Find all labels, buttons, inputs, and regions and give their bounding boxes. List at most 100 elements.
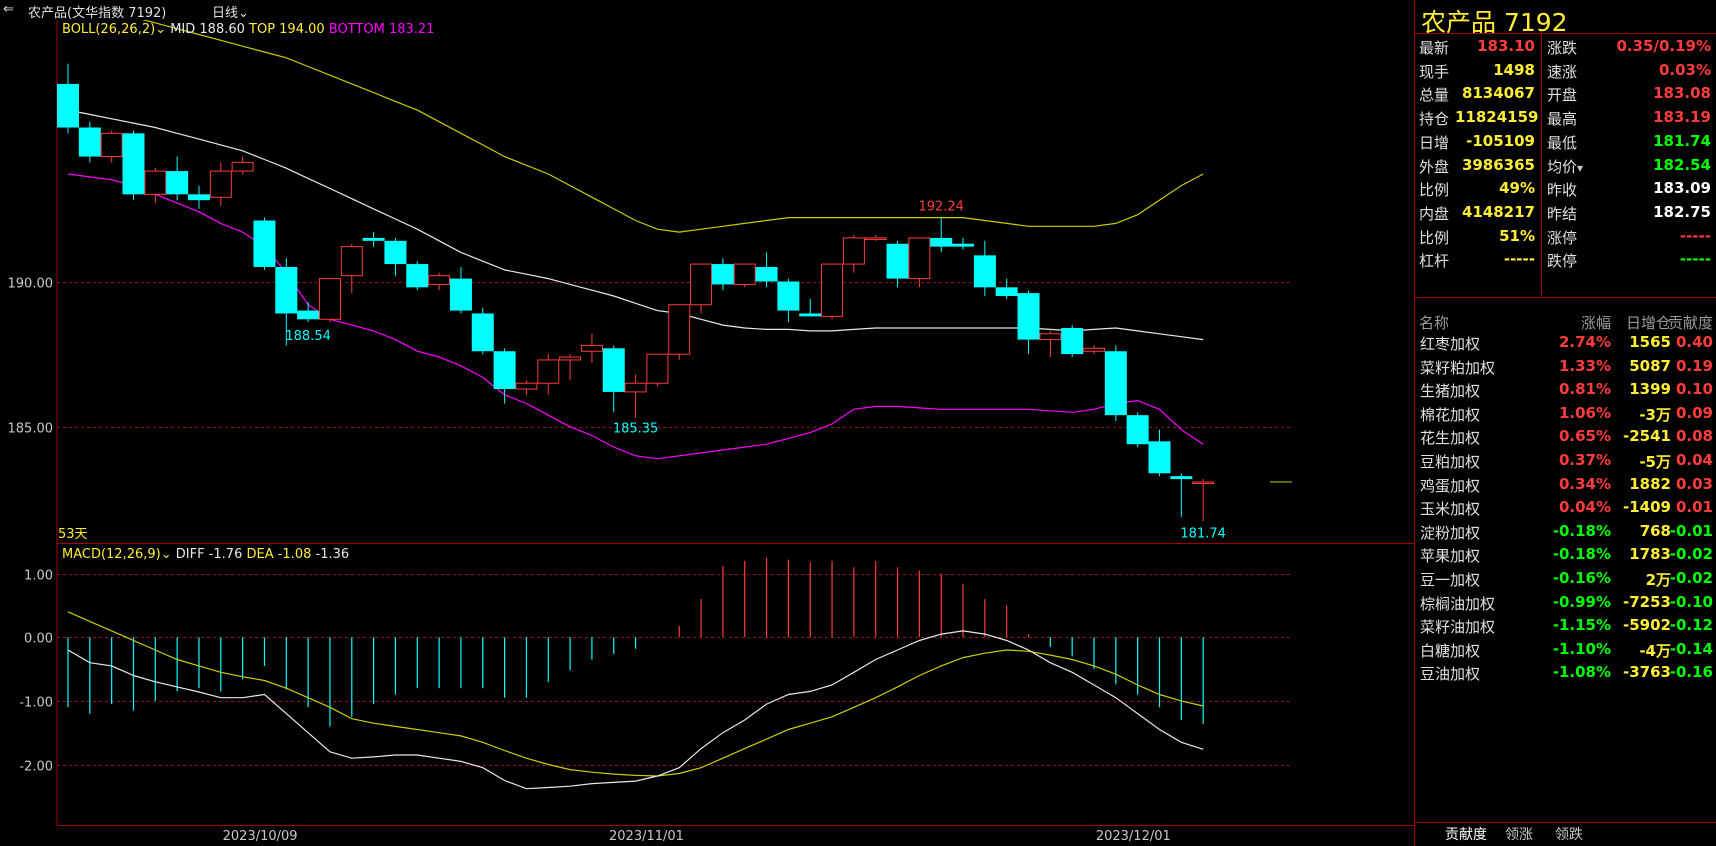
candle — [275, 258, 298, 346]
quote-row: 最新 183.10 涨跌 0.35/0.19% — [1415, 37, 1716, 63]
header-name[interactable]: 名称 — [1419, 314, 1450, 332]
sector-change: -0.18% — [1552, 545, 1611, 564]
sector-open-interest: 1399 — [1629, 380, 1671, 399]
candle — [995, 278, 1018, 299]
candle — [122, 130, 145, 201]
macd-legend: MACD(12,26,9)⌄ DIFF -1.76 DEA -1.08 -1.3… — [62, 547, 349, 562]
candle — [428, 272, 451, 291]
candle-body — [231, 161, 254, 172]
candle-body — [755, 266, 778, 282]
candle — [777, 278, 800, 323]
y-tick-label: 190.00 — [8, 277, 54, 292]
chevron-down-icon[interactable]: ▾ — [1577, 160, 1584, 175]
sector-row[interactable]: 豆粕加权 0.37% -5万 0.04 — [1415, 451, 1716, 477]
candle-body — [842, 237, 865, 265]
diff-line — [67, 630, 1204, 790]
candle-body — [995, 287, 1018, 297]
candle — [690, 263, 713, 314]
candle-body — [711, 264, 734, 285]
candle-body — [908, 237, 931, 280]
candle — [144, 168, 167, 204]
period-selector[interactable]: 日线⌄ — [212, 2, 249, 21]
sector-name: 玉米加权 — [1420, 500, 1481, 519]
candle-body — [1083, 347, 1106, 352]
sector-contribution: -0.10 — [1669, 592, 1713, 611]
sector-row[interactable]: 生猪加权 0.81% 1399 0.10 — [1415, 380, 1716, 406]
candle-body — [1126, 415, 1149, 445]
quote-label: 总量 — [1419, 86, 1450, 105]
sector-row[interactable]: 豆油加权 -1.08% -3763 -0.16 — [1415, 663, 1716, 689]
instrument-title: 农产品(文华指数 7192) — [28, 6, 167, 21]
quote-value: -105109 — [1466, 131, 1535, 150]
candle — [1104, 345, 1127, 421]
candle — [733, 263, 756, 288]
sector-name: 白糖加权 — [1420, 641, 1481, 660]
legend-item: BOLL(26,26,2) — [62, 22, 155, 37]
sector-row[interactable]: 白糖加权 -1.10% -4万 -0.14 — [1415, 640, 1716, 666]
y-tick-label: 0.00 — [24, 632, 53, 647]
quote-value: 1498 — [1493, 60, 1535, 79]
candle — [1039, 330, 1062, 358]
quote-label: 比例 — [1419, 181, 1450, 200]
sector-row[interactable]: 菜籽油加权 -1.15% -5902 -0.12 — [1415, 616, 1716, 642]
sector-open-interest: -1409 — [1623, 498, 1671, 517]
sector-name: 鸡蛋加权 — [1420, 476, 1481, 495]
quote-label: 跌停 — [1547, 252, 1578, 271]
candle-body — [340, 246, 363, 277]
candle-body — [886, 243, 909, 279]
sector-open-interest: 1565 — [1629, 333, 1671, 351]
header-open-interest[interactable]: 日增仓 — [1625, 314, 1671, 332]
sector-row[interactable]: 玉米加权 0.04% -1409 0.01 — [1415, 498, 1716, 524]
quote-label: 开盘 — [1547, 86, 1578, 105]
quote-label: 杠杆 — [1419, 252, 1450, 271]
quote-row: 杠杆 ----- 跌停 ----- — [1415, 250, 1716, 276]
sector-row[interactable]: 棕榈油加权 -0.99% -7253 -0.10 — [1415, 593, 1716, 619]
sector-change: 0.34% — [1558, 474, 1611, 493]
sector-contribution: -0.01 — [1669, 521, 1713, 540]
candle-body — [624, 382, 647, 393]
sector-change: 1.06% — [1558, 403, 1611, 422]
candle — [78, 121, 101, 163]
tab-1[interactable]: 领涨 — [1505, 827, 1533, 843]
quote-value: 49% — [1499, 179, 1535, 198]
header-contribution[interactable]: 贡献度 — [1667, 314, 1713, 332]
candle-body — [1192, 481, 1215, 484]
candle — [362, 232, 385, 247]
boll-legend: BOLL(26,26,2)⌄ MID 188.60 TOP 194.00 BOT… — [62, 22, 434, 37]
sector-row[interactable]: 花生加权 0.65% -2541 0.08 — [1415, 427, 1716, 453]
sector-row[interactable]: 棉花加权 1.06% -3万 0.09 — [1415, 404, 1716, 430]
candle — [515, 380, 538, 395]
candle — [755, 252, 778, 288]
sector-contribution: -0.16 — [1669, 663, 1713, 682]
quote-panel: 农产品 7192 最新 183.10 涨跌 0.35/0.19% 现手 1498 速涨 0.0… — [1414, 0, 1716, 846]
quote-row: 现手 1498 速涨 0.03% — [1415, 61, 1716, 87]
divider — [1541, 34, 1542, 296]
candle-body — [384, 240, 407, 265]
candle — [973, 240, 996, 297]
tab-0[interactable]: 贡献度 — [1445, 827, 1487, 843]
tab-2[interactable]: 领跌 — [1555, 827, 1583, 843]
quote-row: 总量 8134067 开盘 183.08 — [1415, 84, 1716, 110]
candle — [559, 354, 582, 381]
sector-row[interactable]: 红枣加权 2.74% 1565 0.40 — [1415, 333, 1716, 359]
chart-area[interactable]: 190.00 185.00 1.00 0.00 -1.00 -2.00 188.54 185.… — [0, 20, 1414, 846]
boll-top-line — [142, 20, 1204, 233]
back-icon[interactable]: ⇐ — [3, 2, 14, 17]
sector-row[interactable]: 鸡蛋加权 0.34% 1882 0.03 — [1415, 475, 1716, 501]
candle — [1148, 429, 1171, 477]
candle-body — [1148, 441, 1171, 474]
candle-body — [930, 237, 953, 247]
candle — [100, 130, 123, 163]
sector-row[interactable]: 菜籽粕加权 1.33% 5087 0.19 — [1415, 357, 1716, 383]
candle-body — [406, 264, 429, 288]
candle-body — [733, 263, 756, 285]
candle — [449, 266, 472, 314]
x-tick-label: 2023/10/09 — [223, 829, 298, 844]
sector-row[interactable]: 苹果加权 -0.18% 1783 -0.02 — [1415, 545, 1716, 571]
sector-open-interest: 1882 — [1629, 474, 1671, 493]
candle — [231, 156, 254, 174]
quote-label: 昨结 — [1547, 204, 1578, 223]
sector-row[interactable]: 淀粉加权 -0.18% 768 -0.01 — [1415, 522, 1716, 548]
sector-row[interactable]: 豆一加权 -0.16% 2万 -0.02 — [1415, 569, 1716, 595]
header-change[interactable]: 涨幅 — [1580, 314, 1611, 332]
